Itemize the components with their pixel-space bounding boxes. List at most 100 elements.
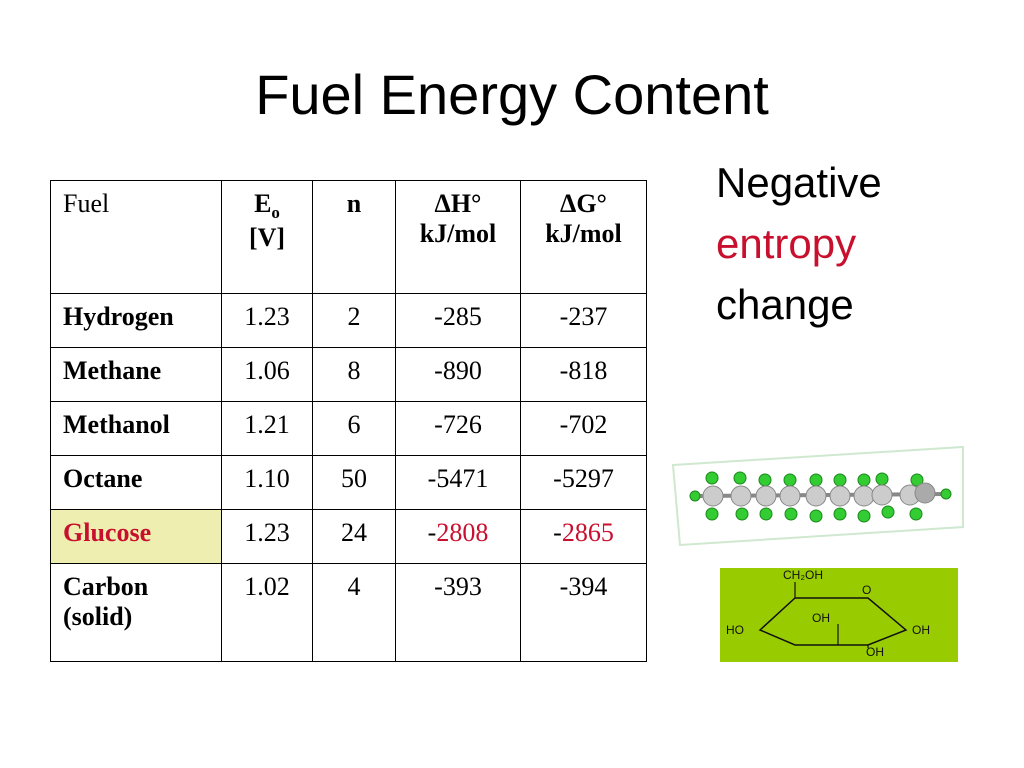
cell-part: -: [553, 518, 562, 547]
data-row: Methane 1.06 8 -890 -818: [50, 347, 647, 402]
structure-label: OH: [866, 645, 884, 659]
note-line: change: [716, 281, 854, 328]
value-cell: 1.10: [221, 455, 313, 510]
value-cell: -890: [395, 347, 521, 402]
header-text: n: [346, 189, 362, 218]
fuel-table: Fuel Eo [V] n ΔH° kJ/mol ΔG° kJ/mol Hydrogen 1.23…: [50, 180, 647, 662]
data-row: Hydrogen 1.23 2 -285 -237: [50, 293, 647, 348]
cell-text: Octane: [63, 464, 143, 493]
value-cell: -237: [520, 293, 647, 348]
fuel-cell: Hydrogen: [50, 293, 222, 348]
cell-text: -5297: [553, 464, 614, 493]
value-cell: 1.23: [221, 509, 313, 564]
header-cell: ΔH° kJ/mol: [395, 180, 521, 294]
value-cell: 4: [312, 563, 396, 662]
fuel-cell: Octane: [50, 455, 222, 510]
cell-text: 1.02: [244, 572, 290, 601]
value-cell: 50: [312, 455, 396, 510]
header-main: ΔH°: [434, 189, 482, 218]
cell-text: Carbon (solid): [63, 572, 149, 631]
cell-part: 2865: [561, 518, 614, 547]
value-cell: -285: [395, 293, 521, 348]
cell-text: 1.21: [244, 410, 290, 439]
cell-part: -: [427, 518, 437, 547]
cell-text: -818: [559, 356, 608, 385]
cell-text: -5471: [427, 464, 489, 493]
cell-text: Glucose: [63, 518, 152, 547]
cell-text: 24: [341, 518, 367, 547]
cell-text: -285: [434, 302, 482, 331]
cell-text: 1.23: [244, 518, 290, 547]
header-cell: n: [312, 180, 396, 294]
cell-part: 2808: [436, 518, 489, 547]
value-cell: 1.06: [221, 347, 313, 402]
cell-text: -702: [559, 410, 608, 439]
header-main: E: [254, 189, 272, 218]
structure-panel: [720, 568, 958, 662]
cell-text: -393: [434, 572, 482, 601]
structure-label: HO: [726, 623, 744, 637]
header-cell: Eo [V]: [221, 180, 313, 294]
cell-text: 50: [341, 464, 367, 493]
header-cell: ΔG° kJ/mol: [520, 180, 647, 294]
model-bond: [694, 492, 946, 498]
header-cell: Fuel: [50, 180, 222, 294]
cell-text: Methanol: [63, 410, 170, 439]
value-cell: 1.23: [221, 293, 313, 348]
fuel-cell: Glucose: [50, 509, 222, 564]
data-row: Glucose 1.23 24 -2808 -2865: [50, 509, 647, 564]
ring: [758, 597, 908, 646]
value-cell: 24: [312, 509, 396, 564]
value-cell: -2808: [395, 509, 521, 564]
cell-text: 2: [347, 302, 361, 331]
cell-text: -726: [434, 410, 482, 439]
note-line: Negative: [716, 159, 882, 206]
cell-text: 4: [347, 572, 361, 601]
data-row: Carbon (solid) 1.02 4 -393 -394: [50, 563, 647, 662]
fuel-cell: Methane: [50, 347, 222, 402]
value-cell: -818: [520, 347, 647, 402]
side-note: Negative entropy change: [716, 152, 882, 335]
value-cell: 2: [312, 293, 396, 348]
fuel-cell: Methanol: [50, 401, 222, 456]
value-cell: 8: [312, 347, 396, 402]
cell-text: 1.06: [244, 356, 290, 385]
header-main: ΔG°: [560, 189, 607, 218]
octane-model: [671, 445, 964, 547]
header-unit: kJ/mol: [419, 219, 497, 248]
value-cell: 1.21: [221, 401, 313, 456]
hydrogen-atoms: [689, 471, 952, 523]
value-cell: -393: [395, 563, 521, 662]
value-cell: -5471: [395, 455, 521, 510]
note-line: entropy: [716, 220, 857, 267]
cell-text: -890: [434, 356, 482, 385]
header-unit: [V]: [248, 223, 286, 253]
header-text: Fuel: [63, 189, 110, 218]
header-unit: kJ/mol: [545, 219, 622, 248]
cell-text: -394: [559, 572, 608, 601]
header-row: Fuel Eo [V] n ΔH° kJ/mol ΔG° kJ/mol: [50, 180, 647, 294]
value-cell: 1.02: [221, 563, 313, 662]
cell-text: -237: [559, 302, 608, 331]
data-row: Methanol 1.21 6 -726 -702: [50, 401, 647, 456]
cell-text: Methane: [63, 356, 162, 385]
value-cell: -726: [395, 401, 521, 456]
structure-label: OH: [812, 611, 830, 625]
fuel-cell: Carbon (solid): [50, 563, 222, 662]
data-row: Octane 1.10 50 -5471 -5297: [50, 455, 647, 510]
value-cell: -702: [520, 401, 647, 456]
value-cell: -2865: [520, 509, 647, 564]
value-cell: -5297: [520, 455, 647, 510]
glucose-structure: CH₂OH O HO OH OH OH: [720, 568, 958, 662]
cell-text: 1.23: [244, 302, 290, 331]
cell-text: Hydrogen: [63, 302, 174, 331]
cell-text: 6: [347, 410, 361, 439]
structure-label: O: [862, 583, 871, 597]
carbon-atoms: [702, 482, 936, 507]
structure-label: CH₂OH: [783, 568, 823, 582]
header-sub: o: [271, 203, 280, 223]
cell-text: 8: [347, 356, 361, 385]
value-cell: -394: [520, 563, 647, 662]
structure-label: OH: [912, 623, 930, 637]
